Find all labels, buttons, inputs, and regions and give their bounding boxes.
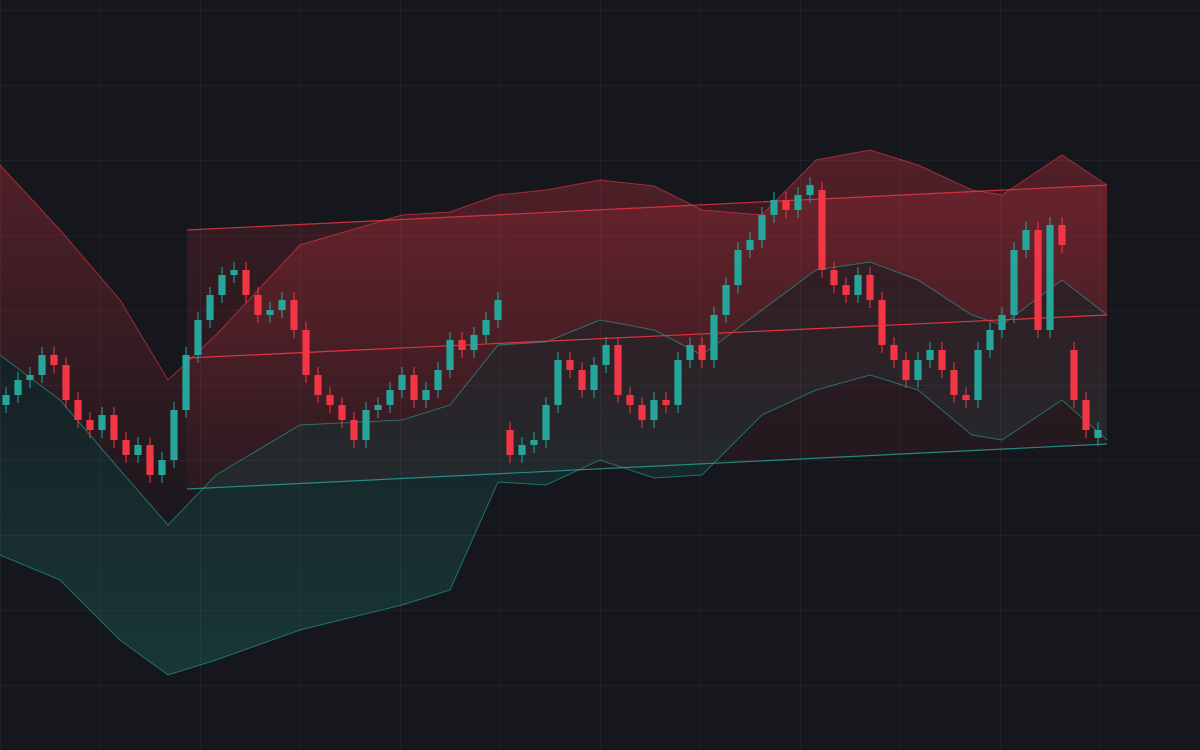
candle-body: [506, 430, 514, 455]
candle-body: [818, 190, 826, 270]
candle-body: [374, 405, 382, 410]
candle-body: [482, 320, 490, 335]
candle-body: [710, 315, 718, 360]
candle-body: [578, 370, 586, 390]
candle-body: [242, 270, 250, 295]
band-line-lower: [0, 374, 1108, 676]
candle-body: [14, 380, 22, 395]
candle-body: [422, 390, 430, 400]
candle-body: [302, 330, 310, 375]
candle-body: [782, 200, 790, 210]
candle-body: [326, 395, 334, 405]
channel-line-middle: [186, 314, 1108, 359]
candle-body: [278, 300, 286, 310]
candle-body: [914, 360, 922, 380]
candle-body: [530, 440, 538, 445]
candle-body: [686, 345, 694, 360]
candle-body: [386, 390, 394, 405]
candle-body: [758, 215, 766, 240]
candle-body: [62, 365, 70, 400]
candle-body: [938, 350, 946, 370]
candle-body: [338, 405, 346, 420]
candle-body: [458, 340, 466, 350]
candle-body: [986, 330, 994, 350]
candle-body: [902, 360, 910, 380]
candle-body: [554, 360, 562, 405]
candle-body: [2, 395, 10, 405]
candle-body: [26, 375, 34, 380]
candle-body: [434, 370, 442, 390]
candle-body: [398, 375, 406, 390]
candle-body: [890, 345, 898, 360]
candle-body: [602, 345, 610, 365]
candle-body: [230, 270, 238, 275]
candle-body: [734, 250, 742, 285]
candle-body: [38, 355, 46, 375]
candle-body: [290, 300, 298, 330]
candle-body: [446, 340, 454, 370]
candle-body: [614, 345, 622, 395]
candle-body: [962, 395, 970, 400]
channel-line-upper: [186, 184, 1108, 231]
candle-body: [566, 360, 574, 370]
candle-body: [770, 200, 778, 215]
candle-body: [866, 275, 874, 300]
candle-body: [662, 400, 670, 405]
candle-body: [218, 275, 226, 295]
candle-body: [494, 300, 502, 320]
candle-body: [650, 400, 658, 420]
channel-line-lower: [186, 443, 1108, 490]
band-line-middle: [0, 261, 1108, 526]
candle-body: [254, 295, 262, 315]
candle-body: [698, 345, 706, 360]
candle-body: [998, 315, 1006, 330]
candle-body: [794, 195, 802, 210]
candle-body: [362, 410, 370, 440]
candle-body: [926, 350, 934, 360]
candle-body: [314, 375, 322, 395]
candle-body: [98, 415, 106, 430]
candle-body: [1034, 230, 1042, 330]
candle-body: [194, 320, 202, 355]
candle-body: [806, 185, 814, 195]
candle-body: [1070, 350, 1078, 400]
candle-body: [158, 460, 166, 475]
candle-body: [170, 410, 178, 460]
candle-body: [518, 445, 526, 455]
candle-body: [1082, 400, 1090, 430]
candle-body: [410, 375, 418, 400]
candle-body: [674, 360, 682, 405]
candle-body: [86, 420, 94, 430]
candle-body: [74, 400, 82, 420]
candle-body: [1022, 230, 1030, 250]
candle-body: [122, 440, 130, 455]
candle-body: [50, 355, 58, 365]
candle-body: [722, 285, 730, 315]
candle-body: [146, 445, 154, 475]
candle-body: [1010, 250, 1018, 315]
candle-body: [206, 295, 214, 320]
candle-body: [830, 270, 838, 285]
candle-body: [950, 370, 958, 395]
candle-body: [1046, 225, 1054, 330]
candle-body: [854, 275, 862, 295]
candle-body: [350, 420, 358, 440]
candle-body: [134, 445, 142, 455]
candle-body: [542, 405, 550, 440]
candle-body: [638, 405, 646, 420]
candle-body: [182, 355, 190, 410]
candle-body: [842, 285, 850, 295]
candle-body: [1094, 430, 1102, 438]
candle-body: [266, 310, 274, 315]
candle-body: [470, 335, 478, 350]
candle-body: [974, 350, 982, 400]
candle-body: [110, 415, 118, 440]
candle-body: [1058, 225, 1066, 245]
candle-body: [746, 240, 754, 250]
candle-body: [878, 300, 886, 345]
candle-body: [590, 365, 598, 390]
candle-body: [626, 395, 634, 405]
